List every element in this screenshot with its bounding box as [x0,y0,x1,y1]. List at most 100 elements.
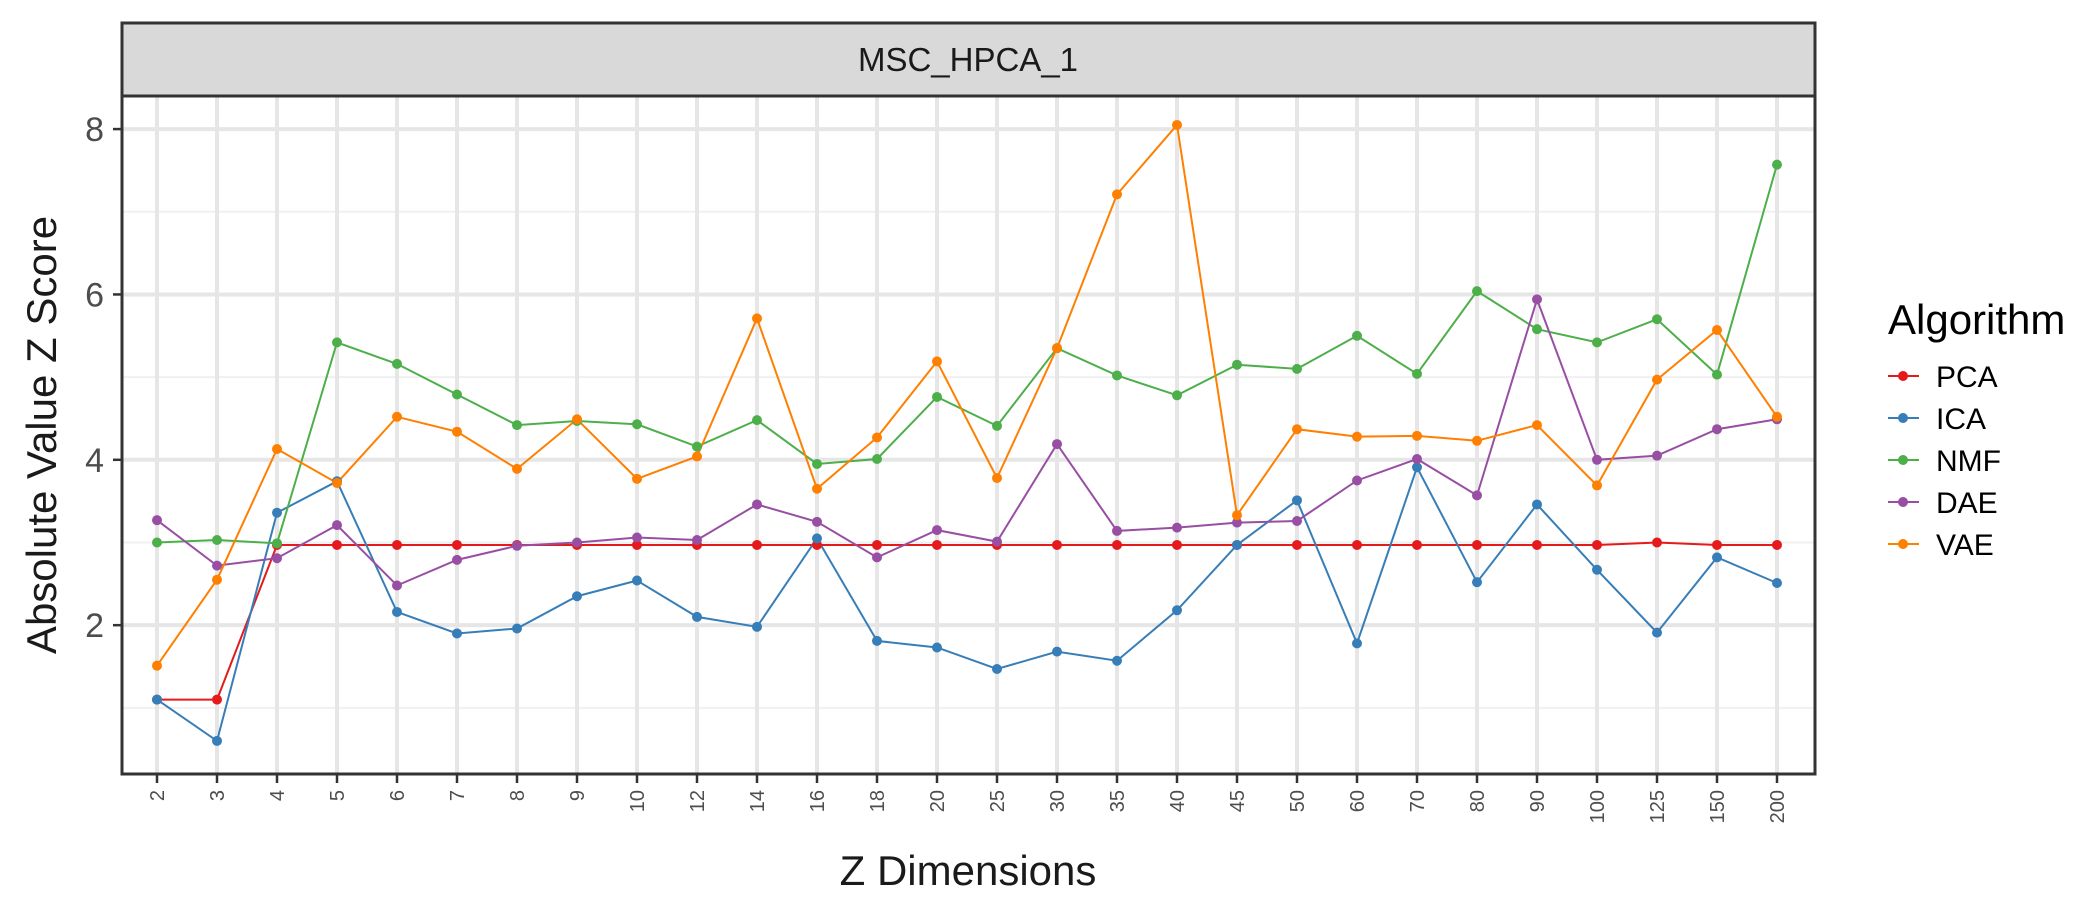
data-point-nmf [812,458,822,469]
x-tick-label: 40 [1167,790,1189,812]
x-tick-label: 80 [1467,790,1489,812]
data-point-nmf [1172,390,1182,401]
y-tick-label: 8 [85,111,104,149]
data-point-pca [1592,539,1602,550]
data-point-vae [932,356,942,367]
data-point-ica [1592,564,1602,575]
legend-point-vae [1898,539,1908,549]
x-tick-label: 2 [147,790,169,801]
facet-title: MSC_HPCA_1 [858,41,1078,78]
x-tick-label: 12 [687,790,709,812]
data-point-ica [212,735,222,746]
data-point-dae [1292,515,1302,526]
data-point-dae [392,580,402,591]
legend-point-ica [1898,413,1908,423]
x-tick-label: 4 [267,790,289,801]
y-axis: 2 4 6 8 [85,111,122,645]
data-point-vae [1712,324,1722,335]
data-point-pca [1172,539,1182,550]
data-point-nmf [632,419,642,430]
data-point-ica [1412,462,1422,473]
data-point-dae [572,537,582,548]
data-point-pca [1112,539,1122,550]
data-point-vae [212,574,222,585]
data-point-pca [932,539,942,550]
data-point-nmf [272,538,282,549]
data-point-ica [1772,578,1782,589]
data-point-ica [1112,655,1122,666]
data-point-ica [1172,605,1182,616]
data-point-nmf [332,337,342,348]
x-tick-label: 50 [1287,790,1309,812]
data-point-nmf [452,389,462,400]
data-point-nmf [1712,369,1722,380]
data-point-dae [452,554,462,565]
data-point-vae [872,432,882,443]
data-point-pca [1412,539,1422,550]
series-points [152,119,1782,746]
data-point-ica [572,591,582,602]
data-point-ica [152,694,162,705]
data-point-dae [1112,525,1122,536]
legend-label-vae: VAE [1936,529,1994,562]
x-tick-label: 125 [1647,790,1669,823]
data-point-nmf [992,420,1002,431]
data-point-pca [872,539,882,550]
data-point-pca [392,539,402,550]
data-point-ica [452,628,462,639]
data-point-pca [1292,539,1302,550]
x-tick-label: 9 [567,790,589,801]
data-point-vae [1772,411,1782,422]
y-tick-label: 2 [85,607,104,645]
data-point-nmf [1232,359,1242,370]
legend-point-nmf [1898,455,1908,465]
data-point-ica [632,575,642,586]
data-point-pca [1352,539,1362,550]
data-point-dae [872,552,882,563]
data-point-vae [632,473,642,484]
legend-label-pca: PCA [1936,361,1998,394]
data-point-vae [452,426,462,437]
legend-title: Algorithm [1888,296,2065,343]
panel-background [122,96,1815,774]
x-tick-label: 7 [447,790,469,801]
data-point-pca [452,539,462,550]
legend-point-dae [1898,497,1908,507]
data-point-vae [1652,374,1662,385]
data-point-dae [1172,522,1182,533]
data-point-vae [572,414,582,425]
data-point-pca [1652,537,1662,548]
x-tick-label: 8 [507,790,529,801]
data-point-pca [1772,539,1782,550]
data-point-ica [272,507,282,518]
data-point-ica [692,611,702,622]
legend-label-ica: ICA [1936,403,1986,436]
x-tick-label: 10 [627,790,649,812]
data-point-pca [1712,539,1722,550]
y-tick-label: 6 [85,276,104,314]
data-point-vae [1472,435,1482,446]
data-point-nmf [1772,159,1782,170]
data-point-vae [752,313,762,324]
legend: Algorithm PCA ICA NMF DAE VAE [1888,296,2065,562]
data-point-vae [992,472,1002,483]
facet-strip-background [120,21,1817,98]
data-point-pca [752,539,762,550]
series-line-vae [156,122,1778,667]
x-tick-label: 100 [1587,790,1609,823]
data-point-nmf [1592,337,1602,348]
series-lines [156,122,1778,743]
data-point-ica [1052,646,1062,657]
data-point-nmf [1412,368,1422,379]
data-point-dae [1712,424,1722,435]
data-point-vae [1112,189,1122,200]
x-tick-label: 35 [1107,790,1129,812]
series-line-ica [156,464,1778,743]
data-point-vae [1292,424,1302,435]
data-point-dae [752,499,762,510]
data-point-nmf [692,441,702,452]
data-point-vae [332,477,342,488]
x-tick-label: 30 [1047,790,1069,812]
x-tick-label: 150 [1707,790,1729,823]
data-point-dae [152,515,162,526]
